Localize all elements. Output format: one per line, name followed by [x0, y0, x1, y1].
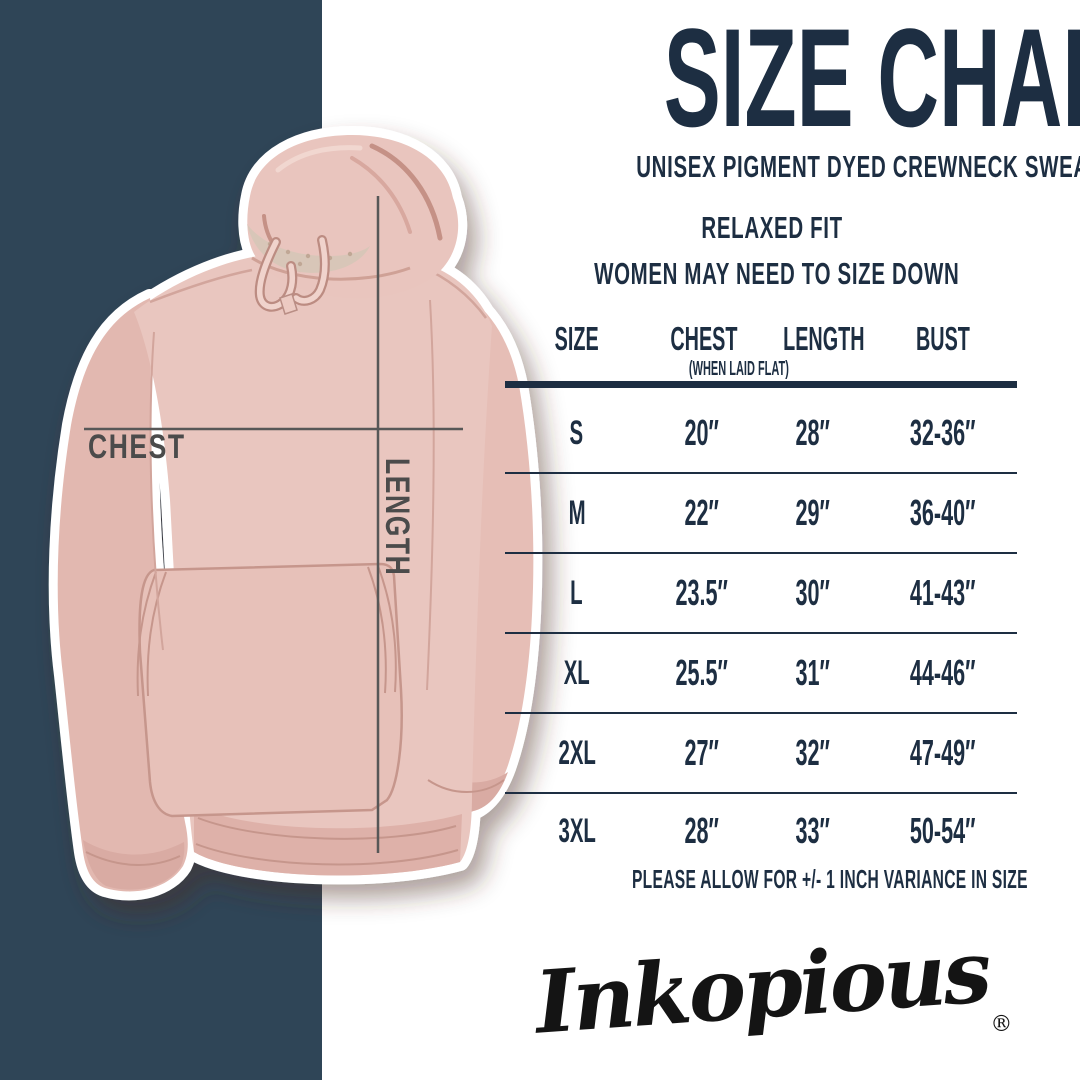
- column-header-size: SIZE: [554, 320, 599, 357]
- length-measure-label: LENGTH: [378, 458, 416, 577]
- hoodie-art: [57, 135, 534, 892]
- registered-trademark-icon: ®: [990, 1012, 1013, 1037]
- table-row: XL 25.5″ 31″ 44-46″: [505, 634, 1017, 714]
- size-table-header: SIZE CHEST LENGTH BUST: [505, 314, 1017, 358]
- variance-note: PLEASE ALLOW FOR +/- 1 INCH VARIANCE IN …: [631, 864, 1028, 894]
- table-row: S 20″ 28″ 32-36″: [505, 394, 1017, 474]
- table-row: 3XL 28″ 33″ 50-54″: [557, 810, 976, 851]
- table-row: M 22″ 29″ 36-40″: [505, 474, 1017, 554]
- subtitle-product: UNISEX PIGMENT DYED CREWNECK SWEATSHIRT: [636, 149, 1080, 184]
- column-header-chest: CHEST: [670, 320, 738, 357]
- chest-subnote: (WHEN LAID FLAT): [689, 358, 790, 380]
- chest-subnote-row: (WHEN LAID FLAT): [505, 358, 1017, 388]
- subtitle-sizing-advice: WOMEN MAY NEED TO SIZE DOWN: [594, 256, 960, 291]
- table-row: L 23.5″ 30″ 41-43″: [505, 554, 1017, 634]
- page-title: SIZE CHART: [663, 0, 1080, 156]
- brand-wordmark: Inkopious: [531, 921, 992, 1054]
- brand-logo: Inkopious®: [500, 921, 1045, 1053]
- chest-measure-label: CHEST: [88, 428, 186, 466]
- subtitle-fit: RELAXED FIT: [701, 210, 844, 245]
- column-header-length: LENGTH: [783, 320, 865, 357]
- column-header-bust: BUST: [915, 320, 970, 357]
- size-table: SIZE CHEST LENGTH BUST (WHEN LAID FLAT) …: [505, 314, 1017, 868]
- table-row: 2XL 27″ 32″ 47-49″: [505, 714, 1017, 794]
